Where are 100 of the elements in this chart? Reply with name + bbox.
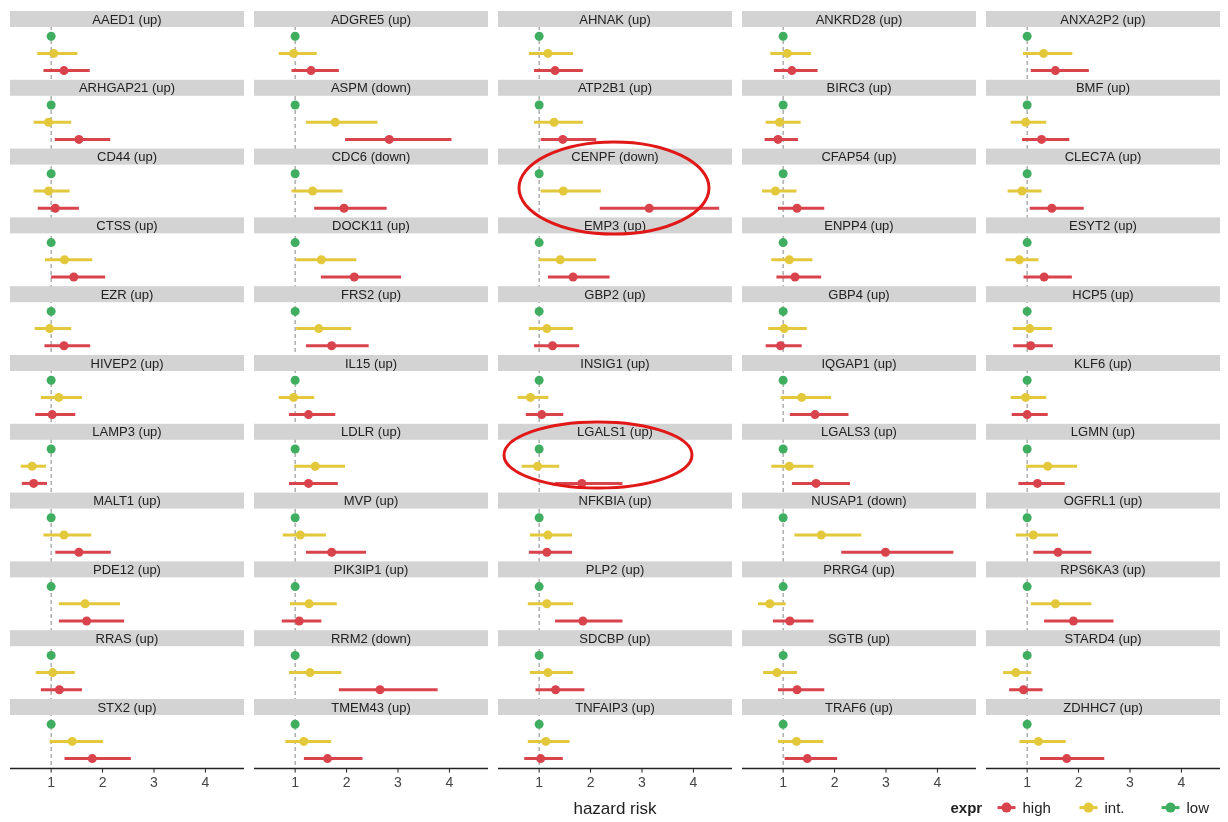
point [46,238,56,248]
point [534,719,544,729]
point [290,582,300,592]
point [537,410,547,420]
point [290,100,300,110]
point [1047,203,1057,213]
x-tick-label: 4 [933,773,942,790]
y-tick-label: ATP2B1 (up) [577,80,653,96]
point [568,272,578,282]
y-tick-label: FRS2 (up) [341,286,401,302]
y-tick-label: AHNAK (up) [579,11,651,27]
x-tick-label: 2 [1074,773,1083,790]
point [880,547,890,557]
x-tick-label: 1 [47,773,56,790]
point [46,719,56,729]
point [534,169,544,179]
point [1021,392,1031,402]
point [551,685,561,695]
point [778,513,788,523]
point [1014,255,1024,265]
point [534,238,544,248]
y-tick-label: LAMP3 (up) [92,424,162,440]
point [558,186,568,196]
y-tick-label: ZDHHC7 (up) [1063,699,1143,715]
point [778,375,788,385]
point [534,513,544,523]
point [48,668,58,678]
point [289,48,299,58]
point [290,375,300,385]
point [534,100,544,110]
point [534,306,544,316]
point [290,444,300,454]
point [295,530,305,540]
y-tick-label: EZR (up) [100,286,154,302]
y-tick-label: HCP5 (up) [1072,286,1134,302]
y-tick-label: PRRG4 (up) [823,561,895,577]
y-tick-label: CFAP54 (up) [821,149,897,165]
y-tick-label: ASPM (down) [330,80,412,96]
y-tick-label: GBP2 (up) [584,286,646,302]
point [80,599,90,609]
point [792,685,802,695]
point [543,668,553,678]
y-tick-label: BMF (up) [1075,80,1131,96]
point [310,461,320,471]
point [304,599,314,609]
x-tick-label: 4 [1177,773,1186,790]
point [778,582,788,592]
y-tick-label: AAED1 (up) [92,11,162,27]
y-tick-label: BIRC3 (up) [826,80,892,96]
point [534,650,544,660]
point [1050,66,1060,76]
y-tick-label: INSIG1 (up) [580,355,650,371]
point [644,203,654,213]
point [558,134,568,144]
point [790,272,800,282]
point [810,410,820,420]
point [534,582,544,592]
point [1022,31,1032,41]
point [787,66,797,76]
point [314,324,324,334]
point [1022,582,1032,592]
point [46,31,56,41]
point [1050,599,1060,609]
point [533,461,543,471]
point [541,736,551,746]
point [46,582,56,592]
point [1025,324,1035,334]
y-tick-label: ADGRE5 (up) [330,11,412,27]
point [49,48,59,58]
y-tick-label: LDLR (up) [341,424,401,440]
point [59,341,69,351]
point [289,392,299,402]
y-tick-label: DOCK11 (up) [332,217,410,233]
x-tick-label: 1 [779,773,788,790]
point [290,31,300,41]
y-tick-label: TMEM43 (up) [331,699,411,715]
point [330,117,340,127]
y-tick-label: ENPP4 (up) [824,217,894,233]
point [29,478,39,488]
point [46,169,56,179]
point [778,650,788,660]
legend-title: expr [950,798,983,816]
legend-label: int. [1104,798,1125,816]
point [46,444,56,454]
point [543,48,553,58]
point [772,668,782,678]
point [305,668,315,678]
point [543,530,553,540]
point [46,306,56,316]
y-tick-label: LGALS3 (up) [821,424,897,440]
point [778,306,788,316]
y-tick-label: OGFRL1 (up) [1063,493,1143,509]
point [778,100,788,110]
point [534,444,544,454]
x-tick-label: 3 [1126,773,1135,790]
x-tick-label: 3 [150,773,159,790]
point [1022,169,1032,179]
point [542,547,552,557]
y-tick-label: CDC6 (down) [331,149,411,165]
point [1022,513,1032,523]
